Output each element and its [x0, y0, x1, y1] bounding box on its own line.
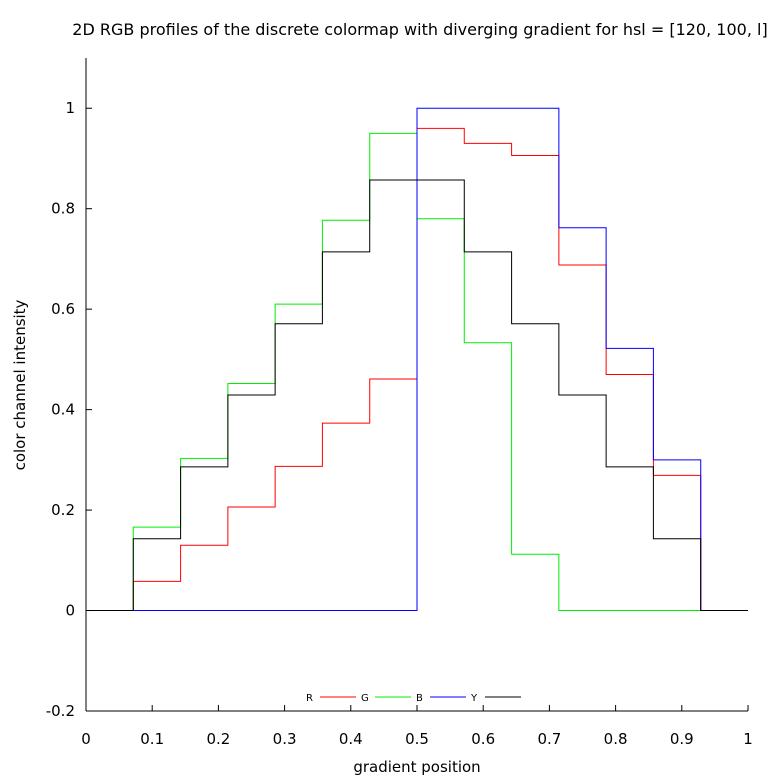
x-tick-label: 1 [743, 730, 753, 748]
series-group [86, 107, 748, 612]
x-tick-label: 0.3 [273, 730, 297, 748]
y-tick-label: 0.8 [51, 200, 75, 218]
x-tick-label: 0.4 [339, 730, 363, 748]
y-axis-label: color channel intensity [11, 299, 29, 470]
legend-label-b: B [416, 693, 423, 704]
series-line-g [86, 132, 748, 612]
y-tick-label: -0.2 [46, 702, 75, 720]
y-tick-label: 0.4 [51, 401, 75, 419]
y-tick-label: 0.2 [51, 501, 75, 519]
legend-label-r: R [306, 693, 313, 704]
y-tick-label: 0.6 [51, 300, 75, 318]
x-axis-label: gradient position [353, 758, 480, 776]
y-tick-label: 0 [65, 602, 75, 620]
y-tick-label: 1 [65, 99, 75, 117]
x-ticks: 0 0.1 0.2 0.3 0.4 0.5 0.6 0.7 0.8 0.9 1 [81, 705, 753, 748]
chart-title: 2D RGB profiles of the discrete colormap… [72, 20, 767, 39]
legend-label-g: G [361, 693, 369, 704]
series-line-b [86, 107, 748, 612]
x-tick-label: 0.6 [471, 730, 495, 748]
series-line-y [86, 179, 748, 612]
y-ticks: -0.2 0 0.2 0.4 0.6 0.8 1 [46, 99, 92, 720]
x-tick-label: 0.8 [604, 730, 628, 748]
x-tick-label: 0.2 [206, 730, 230, 748]
x-tick-label: 0.1 [140, 730, 164, 748]
x-tick-label: 0.7 [537, 730, 561, 748]
x-tick-label: 0.9 [670, 730, 694, 748]
x-tick-label: 0.5 [405, 730, 429, 748]
x-tick-label: 0 [81, 730, 91, 748]
legend-label-y: Y [470, 693, 478, 704]
